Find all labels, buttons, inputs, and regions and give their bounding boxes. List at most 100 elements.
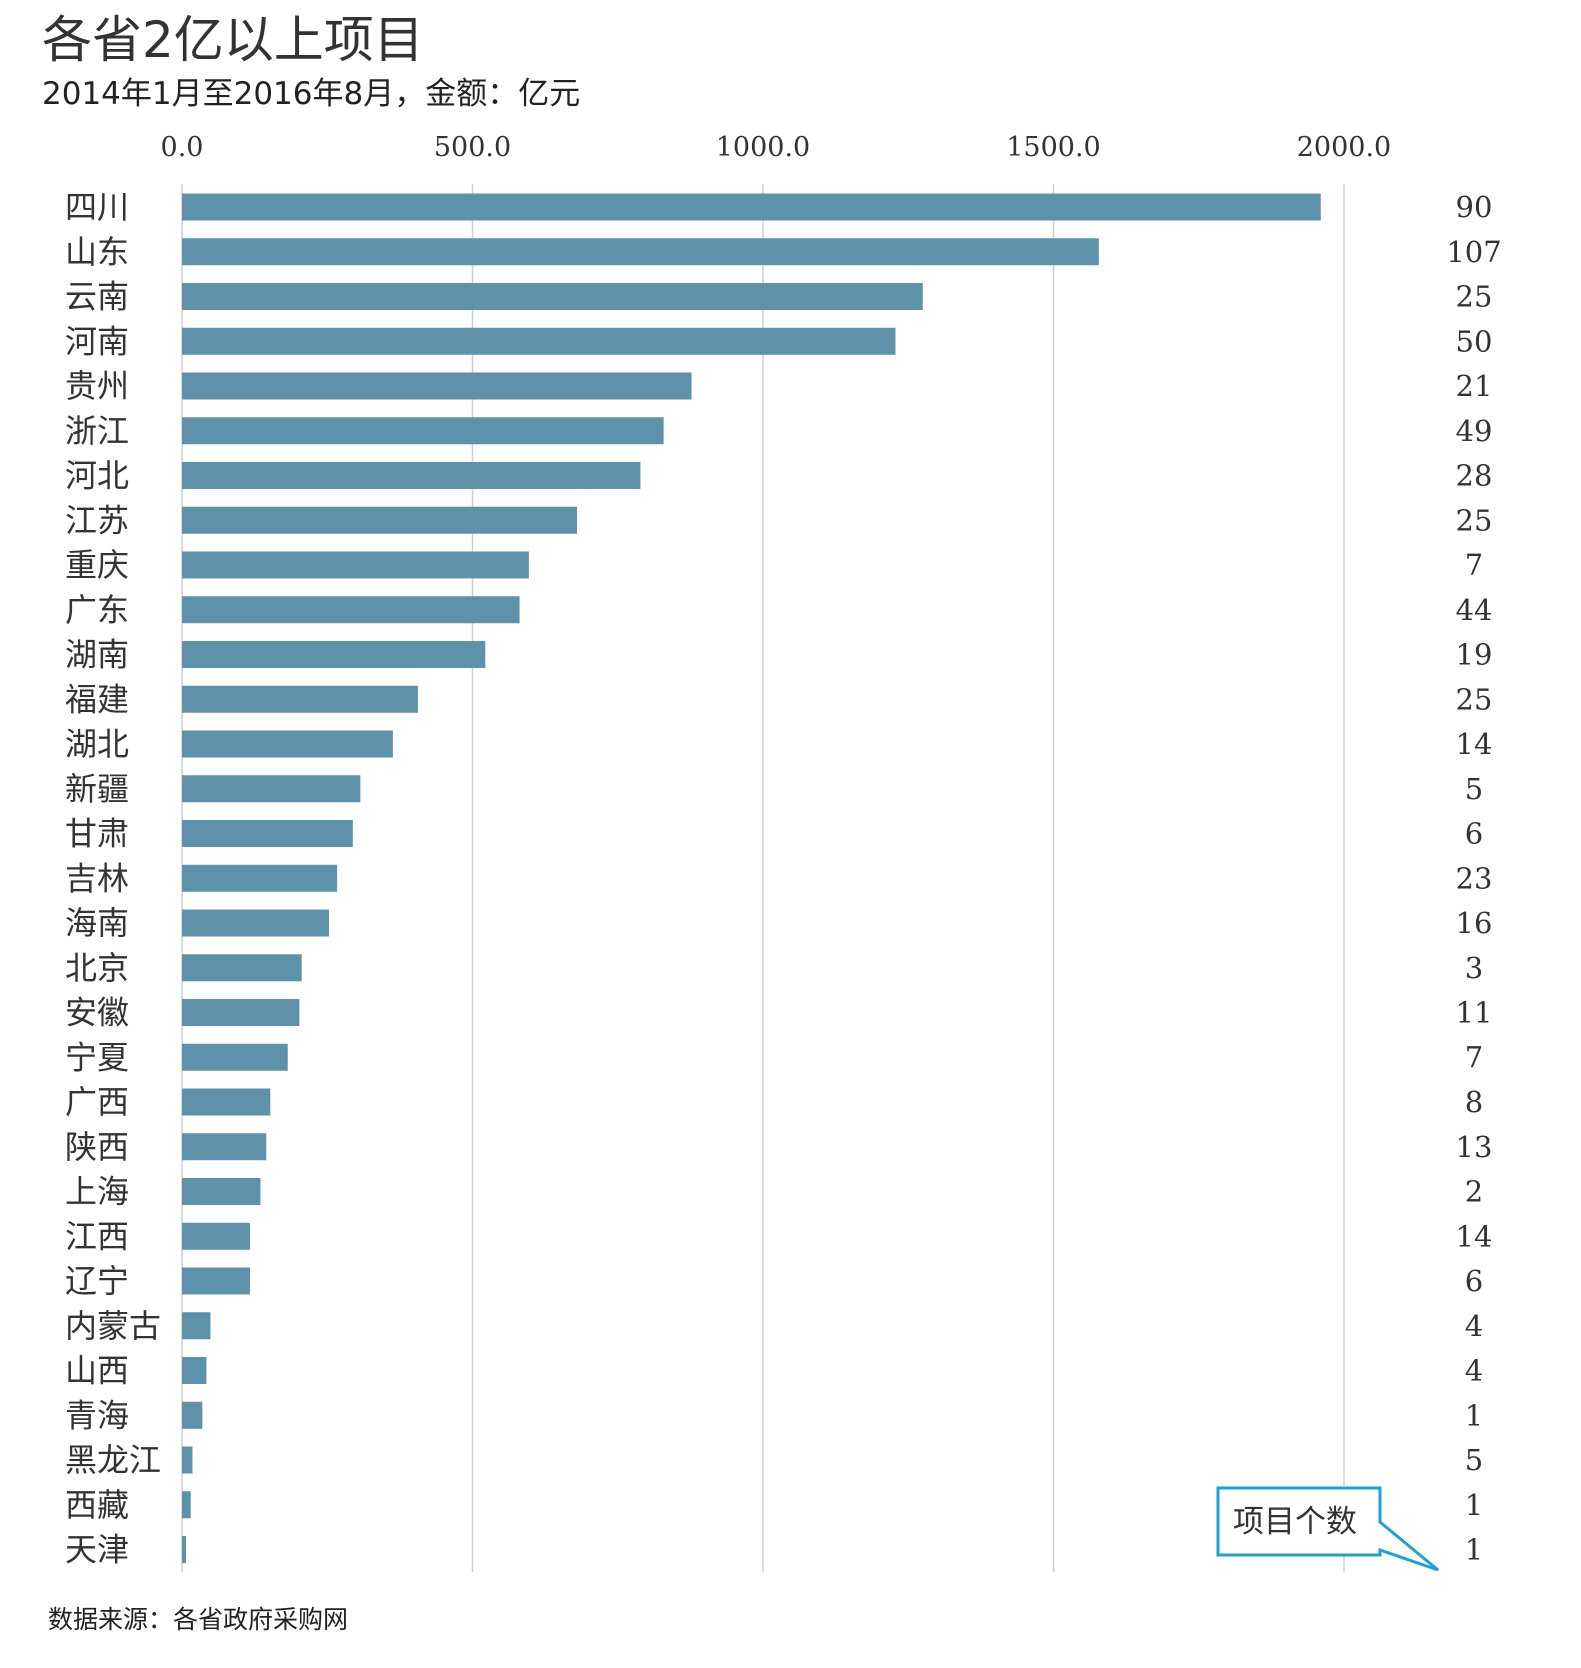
x-tick-label: 2000.0 <box>1297 132 1391 163</box>
bar <box>182 641 486 668</box>
chart-subtitle: 2014年1月至2016年8月，金额：亿元 <box>42 76 581 112</box>
count-label: 6 <box>1465 817 1483 851</box>
count-label: 7 <box>1465 1040 1483 1074</box>
x-tick-label: 1500.0 <box>1006 132 1100 163</box>
bar <box>182 1312 211 1340</box>
count-label: 25 <box>1456 682 1493 716</box>
count-label: 28 <box>1456 459 1493 493</box>
bar <box>182 1491 191 1519</box>
category-label: 山东 <box>65 233 129 271</box>
category-labels: 四川山东云南河南贵州浙江河北江苏重庆广东湖南福建湖北新疆甘肃吉林海南北京安徽宁夏… <box>65 188 161 1569</box>
count-label: 25 <box>1456 280 1493 314</box>
count-label: 4 <box>1465 1309 1483 1343</box>
bar <box>182 864 338 892</box>
bar <box>182 1446 193 1474</box>
count-label: 49 <box>1456 414 1493 448</box>
category-label: 浙江 <box>65 412 129 450</box>
count-label: 14 <box>1456 1219 1493 1253</box>
category-label: 江苏 <box>65 501 129 539</box>
bar <box>182 730 393 758</box>
count-label: 1 <box>1465 1488 1483 1522</box>
x-axis-ticks: 0.0 500.0 1000.0 1500.0 2000.0 <box>161 132 1392 163</box>
count-label: 7 <box>1465 548 1483 582</box>
bar <box>182 372 692 400</box>
category-label: 辽宁 <box>65 1262 129 1300</box>
callout-label: 项目个数 <box>1233 1504 1357 1540</box>
callout-box <box>1216 1486 1439 1572</box>
category-label: 内蒙古 <box>65 1307 161 1345</box>
bar <box>182 1267 250 1295</box>
x-tick-label: 500.0 <box>434 132 511 163</box>
bar <box>182 551 529 579</box>
category-label: 河南 <box>65 322 129 360</box>
category-label: 海南 <box>65 904 129 942</box>
category-label: 湖北 <box>65 725 129 763</box>
bar <box>182 1357 207 1384</box>
count-callout: 项目个数 <box>1216 1486 1439 1572</box>
count-label: 23 <box>1456 861 1493 895</box>
category-label: 广东 <box>65 591 129 629</box>
count-label: 4 <box>1465 1354 1483 1388</box>
count-label: 14 <box>1456 727 1493 761</box>
count-label: 3 <box>1465 951 1483 985</box>
count-label: 50 <box>1456 324 1493 358</box>
bar <box>182 506 578 534</box>
category-label: 上海 <box>65 1173 129 1211</box>
bar <box>182 462 641 489</box>
bar <box>182 954 302 982</box>
bar <box>182 596 520 624</box>
bar <box>182 1133 267 1161</box>
category-label: 重庆 <box>65 546 129 584</box>
category-label: 青海 <box>65 1396 129 1434</box>
category-label: 天津 <box>65 1531 129 1569</box>
category-label: 黑龙江 <box>65 1441 161 1479</box>
data-source-note: 数据来源：各省政府采购网 <box>48 1605 349 1634</box>
bar <box>182 909 329 937</box>
count-labels: 9010725502149282574419251456231631178132… <box>1446 190 1501 1567</box>
count-label: 19 <box>1456 638 1493 672</box>
count-label: 6 <box>1465 1264 1483 1298</box>
category-label: 福建 <box>65 680 129 718</box>
bar <box>182 1401 203 1429</box>
count-label: 1 <box>1465 1398 1483 1432</box>
bar <box>182 417 664 445</box>
bar <box>182 1088 271 1116</box>
count-label: 107 <box>1446 235 1501 269</box>
bar <box>182 1222 250 1250</box>
count-label: 16 <box>1456 906 1493 940</box>
count-label: 25 <box>1456 503 1493 537</box>
chart-title: 各省2亿以上项目 <box>42 11 424 69</box>
count-label: 1 <box>1465 1533 1483 1567</box>
bar <box>182 283 923 310</box>
bar <box>182 193 1321 221</box>
category-label: 四川 <box>65 188 129 226</box>
category-label: 湖南 <box>65 636 129 674</box>
category-label: 江西 <box>65 1217 129 1255</box>
bar <box>182 685 418 713</box>
category-label: 北京 <box>65 949 129 987</box>
bar <box>182 327 896 355</box>
bar <box>182 1536 187 1563</box>
category-label: 吉林 <box>65 859 129 897</box>
bar <box>182 820 353 847</box>
x-tick-label: 0.0 <box>161 132 204 163</box>
category-label: 云南 <box>65 278 129 316</box>
category-label: 广西 <box>65 1083 129 1121</box>
category-label: 山西 <box>65 1352 129 1390</box>
count-label: 2 <box>1465 1175 1483 1209</box>
category-label: 甘肃 <box>65 815 129 853</box>
count-label: 44 <box>1456 593 1493 627</box>
count-label: 11 <box>1456 996 1493 1030</box>
x-tick-label: 1000.0 <box>716 132 810 163</box>
count-label: 8 <box>1465 1085 1483 1119</box>
bar <box>182 1178 261 1205</box>
category-label: 新疆 <box>65 770 129 808</box>
count-label: 5 <box>1465 772 1483 806</box>
category-label: 贵州 <box>65 367 129 405</box>
bar <box>182 775 361 803</box>
category-label: 西藏 <box>65 1486 129 1524</box>
category-label: 宁夏 <box>65 1038 129 1076</box>
bar <box>182 238 1099 266</box>
count-label: 13 <box>1456 1130 1493 1164</box>
